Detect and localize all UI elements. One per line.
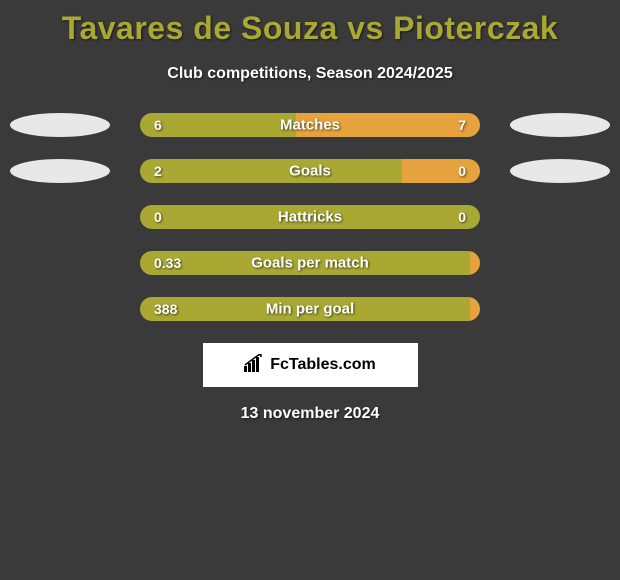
stat-label: Goals per match xyxy=(251,255,369,272)
comparison-row: 2 0 Goals xyxy=(0,159,620,183)
date-text: 13 november 2024 xyxy=(0,405,620,423)
stat-value-right: 0 xyxy=(458,209,466,225)
stat-value-left: 6 xyxy=(154,117,162,133)
logo-box[interactable]: FcTables.com xyxy=(203,343,418,387)
comparison-row: 388 Min per goal xyxy=(0,297,620,321)
stat-bar: 0 0 Hattricks xyxy=(140,205,480,229)
stat-label: Goals xyxy=(289,163,331,180)
stat-bar-left xyxy=(140,113,296,137)
comparison-rows: 6 7 Matches 2 0 Goals 0 0 Hattricks 0.33 Goals per… xyxy=(0,113,620,321)
stat-value-left: 0 xyxy=(154,209,162,225)
stat-bar-right xyxy=(402,159,480,183)
stat-label: Matches xyxy=(280,117,340,134)
logo: FcTables.com xyxy=(244,354,376,377)
stat-label: Hattricks xyxy=(278,209,342,226)
stat-value-left: 0.33 xyxy=(154,255,181,271)
stat-bar-left xyxy=(140,159,402,183)
stat-bar: 2 0 Goals xyxy=(140,159,480,183)
stat-label: Min per goal xyxy=(266,301,354,318)
player-left-marker xyxy=(10,113,110,137)
stat-value-right: 7 xyxy=(458,117,466,133)
stat-value-right: 0 xyxy=(458,163,466,179)
stat-value-left: 388 xyxy=(154,301,177,317)
stat-value-left: 2 xyxy=(154,163,162,179)
stat-bar-right xyxy=(470,297,480,321)
stat-bar: 388 Min per goal xyxy=(140,297,480,321)
chart-icon xyxy=(244,354,266,377)
player-right-marker xyxy=(510,159,610,183)
stat-bar-right xyxy=(470,251,480,275)
page-subtitle: Club competitions, Season 2024/2025 xyxy=(0,65,620,83)
page-title: Tavares de Souza vs Pioterczak xyxy=(0,0,620,47)
comparison-row: 0.33 Goals per match xyxy=(0,251,620,275)
logo-text: FcTables.com xyxy=(270,356,376,374)
player-left-marker xyxy=(10,159,110,183)
comparison-row: 0 0 Hattricks xyxy=(0,205,620,229)
comparison-row: 6 7 Matches xyxy=(0,113,620,137)
player-right-marker xyxy=(510,113,610,137)
stat-bar: 0.33 Goals per match xyxy=(140,251,480,275)
stat-bar: 6 7 Matches xyxy=(140,113,480,137)
